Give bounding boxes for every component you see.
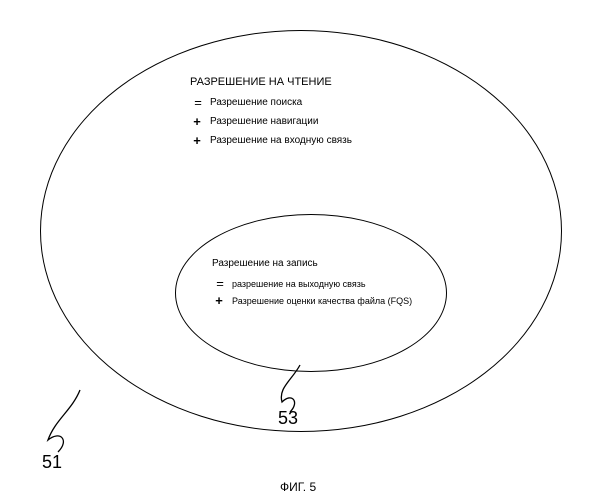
ref-label-inner: 53 [278,408,298,429]
leader-line-inner [0,0,598,500]
figure-canvas: РАЗРЕШЕНИЕ НА ЧТЕНИЕ = Разрешение поиска… [0,0,598,500]
figure-caption: ФИГ. 5 [280,480,316,494]
